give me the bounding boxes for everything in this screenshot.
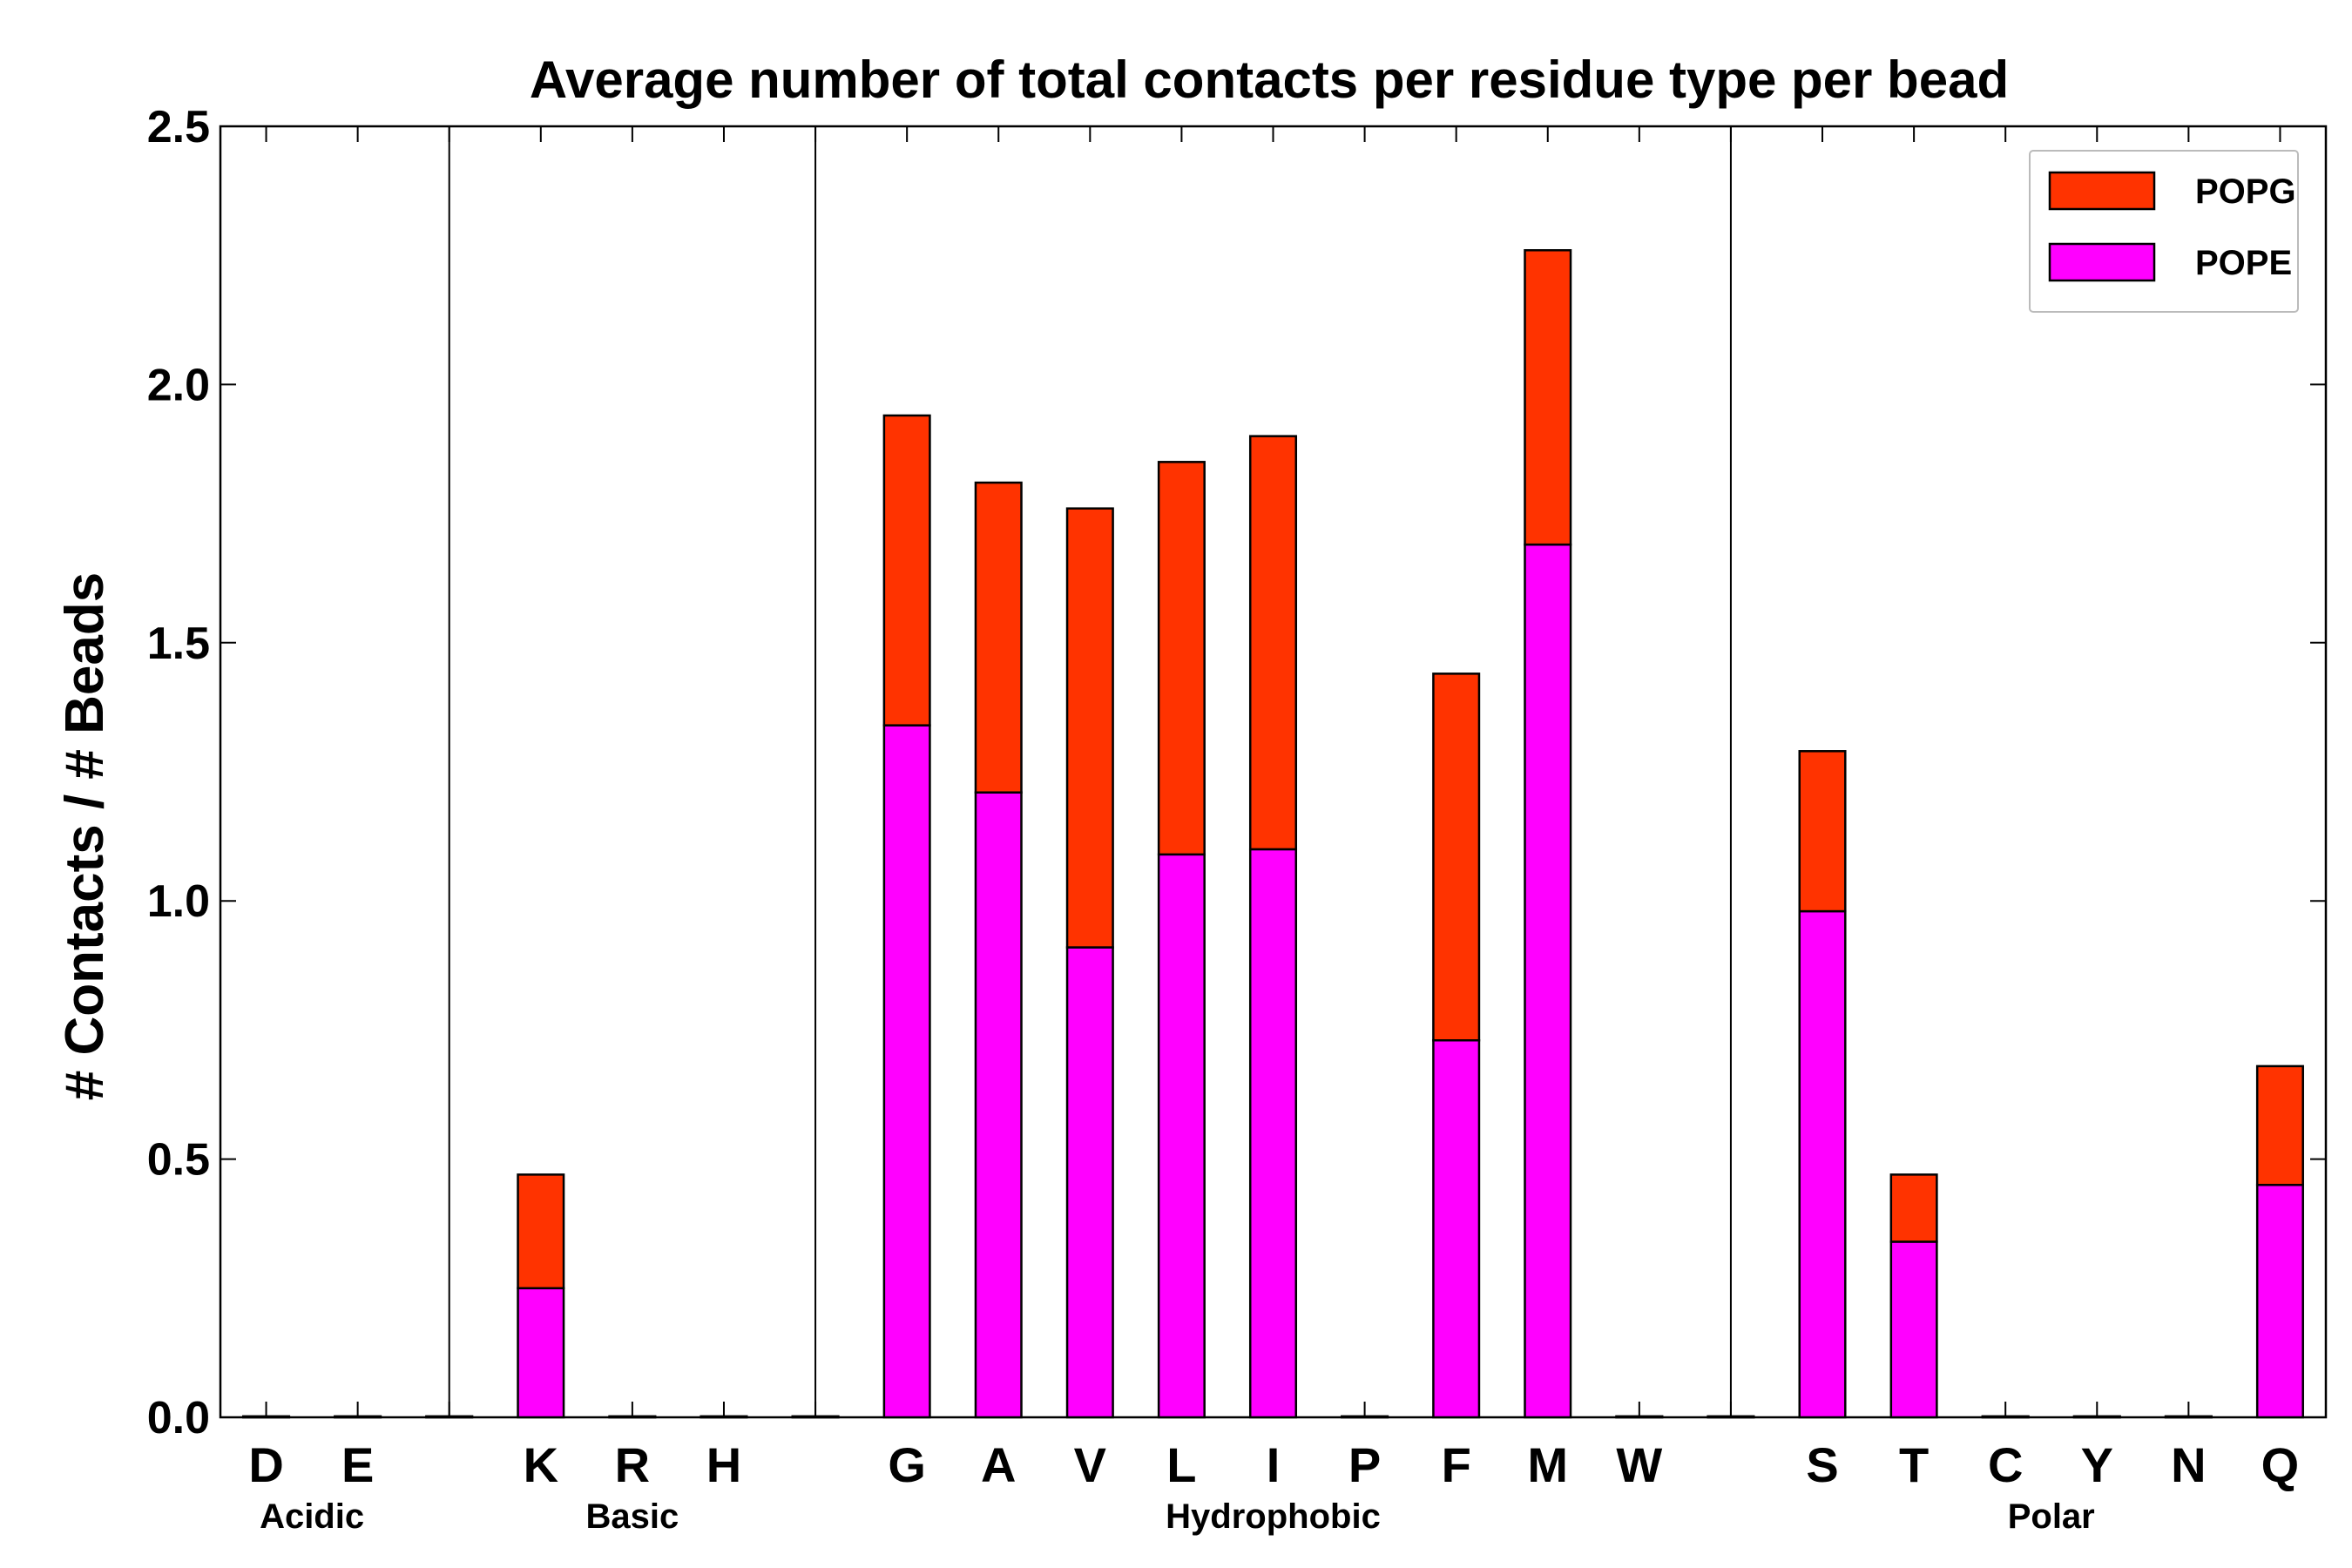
plot-area: 0.0 0.5 1.0 1.5 2.0 2.5 D E K R H G A V L I P F M W S T C Y N Q Ac… (147, 102, 2328, 1536)
x-tick-label: G (888, 1437, 926, 1492)
legend-swatch-popg (2048, 171, 2156, 211)
bar-popg-E (334, 1415, 382, 1419)
x-tick-label: K (524, 1437, 558, 1492)
legend-label-popg: POPG (2195, 172, 2296, 211)
x-tick-label: Q (2261, 1437, 2300, 1492)
bar-pope-Q (2255, 1183, 2304, 1419)
x-tick-label: R (615, 1437, 650, 1492)
bar-popg-N (2164, 1415, 2213, 1419)
bar-popg-R (608, 1415, 657, 1419)
y-tick-label: 0.0 (147, 1393, 210, 1443)
x-tick-label: N (2171, 1437, 2206, 1492)
group-label: Basic (586, 1497, 679, 1536)
y-tick-label: 1.5 (147, 618, 210, 669)
bar-pope-V (1065, 946, 1114, 1419)
y-tick-label: 2.5 (147, 102, 210, 152)
bar-popg-gap (1707, 1415, 1755, 1419)
bar-popg-G (882, 414, 931, 727)
bar-pope-T (1889, 1240, 1938, 1419)
x-tick-label: E (341, 1437, 374, 1492)
x-tick-label: T (1899, 1437, 1929, 1492)
x-tick-label: F (1442, 1437, 1471, 1492)
x-tick-label: M (1527, 1437, 1568, 1492)
bar-popg-T (1889, 1173, 1938, 1243)
bar-popg-A (974, 481, 1023, 794)
bar-popg-W (1615, 1415, 1664, 1419)
bar-popg-Y (2072, 1415, 2121, 1419)
group-label: Acidic (260, 1497, 364, 1536)
x-tick-label: L (1166, 1437, 1196, 1492)
x-tick-label: W (1616, 1437, 1662, 1492)
y-tick-label: 1.0 (147, 876, 210, 927)
x-tick-label: S (1806, 1437, 1838, 1492)
bar-popg-S (1798, 750, 1847, 913)
bar-popg-F (1432, 672, 1481, 1042)
y-axis-label: # Contacts / # Beads (55, 572, 115, 1100)
chart-title: Average number of total contacts per res… (530, 51, 2009, 109)
x-tick-label: H (706, 1437, 741, 1492)
bar-pope-G (882, 724, 931, 1419)
x-tick-label: C (1988, 1437, 2023, 1492)
bar-popg-C (1981, 1415, 2030, 1419)
legend-label-pope: POPE (2195, 244, 2292, 282)
bar-popg-L (1157, 461, 1206, 856)
y-tick-label: 2.0 (147, 360, 210, 410)
bar-popg-V (1065, 507, 1114, 949)
group-label: Polar (2008, 1497, 2095, 1536)
bar-pope-I (1248, 848, 1298, 1419)
bar-popg-gap (425, 1415, 474, 1419)
bar-pope-S (1798, 909, 1847, 1419)
x-tick-label: P (1348, 1437, 1381, 1492)
bar-pope-K (517, 1287, 565, 1419)
bar-popg-H (700, 1415, 748, 1419)
bar-popg-I (1248, 435, 1298, 851)
bar-popg-gap (791, 1415, 840, 1419)
bar-pope-L (1157, 853, 1206, 1419)
legend: POPG POPE (2029, 150, 2299, 313)
bar-pope-F (1432, 1039, 1481, 1419)
bar-popg-M (1524, 249, 1572, 546)
group-label: Hydrophobic (1166, 1497, 1381, 1536)
x-tick-label: D (248, 1437, 283, 1492)
x-tick-label: I (1267, 1437, 1281, 1492)
bar-popg-Q (2255, 1064, 2304, 1186)
bar-popg-P (1341, 1415, 1389, 1419)
bar-popg-D (242, 1415, 291, 1419)
bar-pope-M (1524, 543, 1572, 1419)
legend-swatch-pope (2048, 242, 2156, 282)
bar-popg-K (517, 1173, 565, 1290)
x-tick-label: A (981, 1437, 1016, 1492)
x-tick-label: V (1074, 1437, 1106, 1492)
y-tick-label: 0.5 (147, 1135, 210, 1186)
x-tick-label: Y (2081, 1437, 2113, 1492)
bar-pope-A (974, 791, 1023, 1419)
